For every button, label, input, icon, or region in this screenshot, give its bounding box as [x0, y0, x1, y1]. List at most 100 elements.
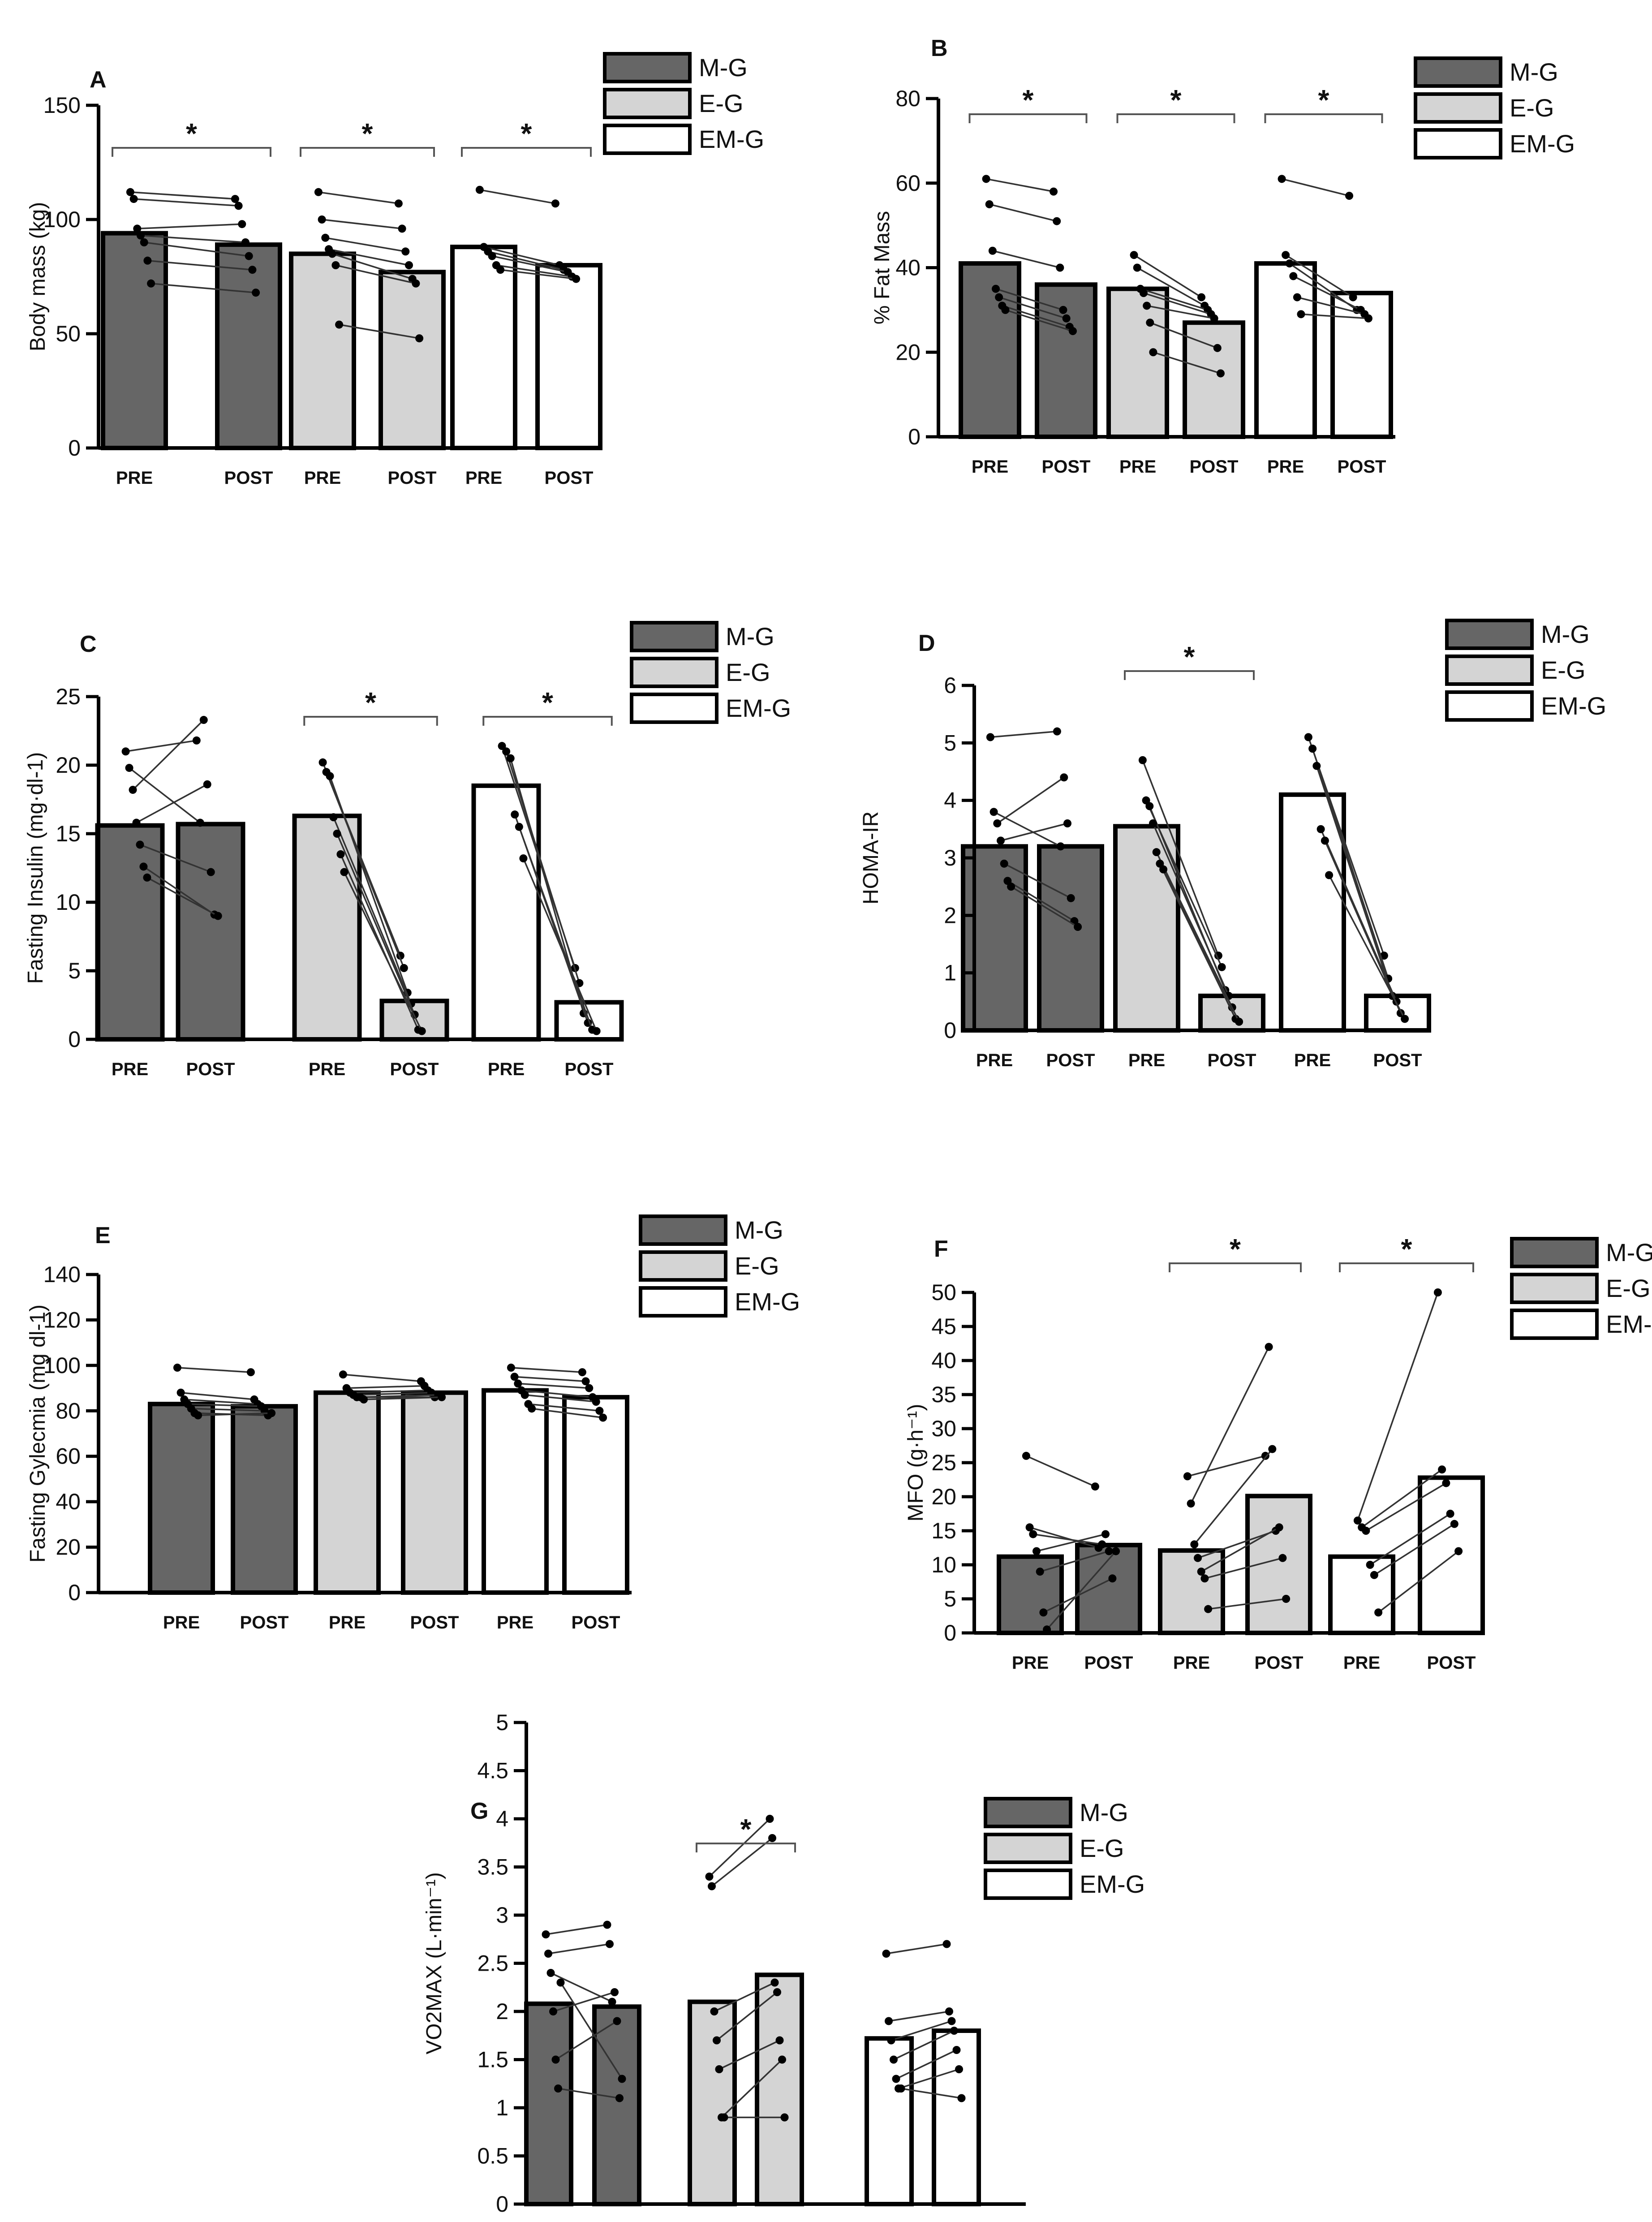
y-tick-label: 5: [944, 730, 956, 755]
paired-line: [1046, 1550, 1117, 1630]
paired-line: [1002, 305, 1070, 328]
data-point-post: [1056, 263, 1064, 272]
paired-line: [521, 1389, 593, 1398]
data-point-pre: [1194, 1554, 1202, 1562]
data-point-pre: [1143, 301, 1151, 310]
data-point-pre: [1304, 733, 1312, 741]
panel-letter: F: [934, 1236, 948, 1262]
paired-line: [325, 237, 406, 253]
y-tick-label: 1: [944, 960, 956, 986]
paired-line: [133, 198, 239, 207]
data-point-post: [592, 1398, 600, 1406]
y-tick-label: 5: [944, 1586, 956, 1611]
bar-m-g-post: [1037, 844, 1104, 1033]
x-tick-label: POST: [240, 1613, 289, 1632]
y-tick-label: 0: [68, 1027, 81, 1052]
y-tick-label: 10: [56, 890, 81, 915]
legend-label: M-G: [1510, 58, 1558, 86]
data-point-pre: [1183, 1472, 1192, 1481]
bar-m-g-pre: [101, 231, 168, 450]
data-point-post: [599, 1413, 607, 1422]
paired-line: [1146, 305, 1214, 319]
paired-line: [181, 1391, 254, 1400]
bar-m-g-post: [176, 822, 245, 1042]
legend-swatch-em-g: [1414, 128, 1502, 159]
data-point-post: [1101, 1530, 1110, 1538]
data-point-pre: [546, 1969, 555, 1977]
data-point-pre: [1285, 259, 1294, 268]
paired-line: [1297, 296, 1365, 315]
paired-line: [1149, 322, 1218, 349]
significance-asterisk: *: [365, 686, 376, 719]
significance-bracket: [1124, 670, 1255, 680]
paired-line: [353, 1391, 432, 1396]
y-tick-label: 100: [43, 207, 81, 232]
data-point-post: [238, 220, 246, 228]
data-point-pre: [521, 1391, 529, 1399]
y-tick-label: 20: [895, 340, 921, 365]
data-point-post: [615, 2094, 624, 2102]
paired-line: [125, 740, 197, 753]
legend-label: EM-G: [735, 1288, 800, 1316]
significance-asterisk: *: [740, 1813, 752, 1845]
data-point-post: [1454, 1547, 1463, 1555]
y-tick-label: 4: [496, 1806, 508, 1831]
y-tick-label: 4.5: [477, 1758, 508, 1783]
panel-letter: D: [918, 630, 935, 656]
legend-label: EM-G: [726, 694, 791, 722]
x-tick-label: POST: [1373, 1051, 1422, 1070]
paired-line: [1143, 292, 1212, 315]
data-point-pre: [1289, 272, 1298, 280]
bar-em-g-pre: [482, 1388, 549, 1595]
data-point-pre: [1029, 1530, 1037, 1538]
data-point-pre: [176, 1388, 185, 1397]
data-point-post: [1213, 344, 1222, 352]
data-point-pre: [897, 2084, 905, 2093]
data-point-pre: [1200, 1574, 1209, 1583]
x-tick-label: POST: [565, 1059, 614, 1079]
paired-line: [487, 250, 564, 271]
data-point-post: [401, 247, 410, 256]
y-tick-label: 15: [931, 1518, 956, 1543]
y-tick-label: 2.5: [477, 1951, 508, 1976]
bar-e-g-pre: [289, 251, 356, 450]
bar-e-g-pre: [1113, 824, 1180, 1033]
bar-em-g-post: [535, 263, 602, 450]
bar-e-g-pre: [314, 1390, 381, 1595]
paired-line: [132, 719, 205, 791]
data-point-post: [768, 1834, 776, 1842]
data-point-post: [199, 716, 208, 724]
paired-line: [339, 323, 420, 339]
data-point-pre: [1130, 251, 1138, 259]
data-point-pre: [1374, 1608, 1383, 1617]
paired-line: [336, 264, 416, 284]
data-point-pre: [1353, 1516, 1362, 1525]
data-point-post: [1059, 306, 1067, 314]
x-tick-label: POST: [1190, 457, 1239, 477]
paired-line: [1193, 1448, 1273, 1545]
paired-line: [1153, 351, 1221, 375]
paired-line: [1136, 267, 1205, 306]
y-tick-label: 25: [931, 1450, 956, 1475]
data-point-pre: [720, 2113, 728, 2122]
x-tick-label: PRE: [163, 1613, 200, 1632]
data-point-pre: [708, 1882, 716, 1890]
paired-line: [1282, 178, 1350, 197]
paired-line: [553, 1991, 615, 2012]
paired-line: [191, 1408, 265, 1412]
data-point-pre: [542, 1930, 550, 1938]
data-point-post: [1210, 314, 1218, 323]
bar-e-g-post: [755, 1972, 804, 2206]
data-point-post: [572, 275, 581, 283]
data-point-post: [394, 199, 403, 208]
data-point-pre: [507, 1363, 515, 1372]
y-tick-label: 80: [895, 86, 921, 111]
data-point-post: [412, 279, 420, 288]
paired-line: [1301, 313, 1369, 319]
legend-label: M-G: [735, 1216, 783, 1244]
paired-line: [1026, 1455, 1096, 1487]
data-point-pre: [997, 836, 1005, 845]
bar-e-g-post: [401, 1390, 468, 1595]
data-point-pre: [488, 252, 496, 260]
data-point-pre: [992, 284, 1000, 293]
